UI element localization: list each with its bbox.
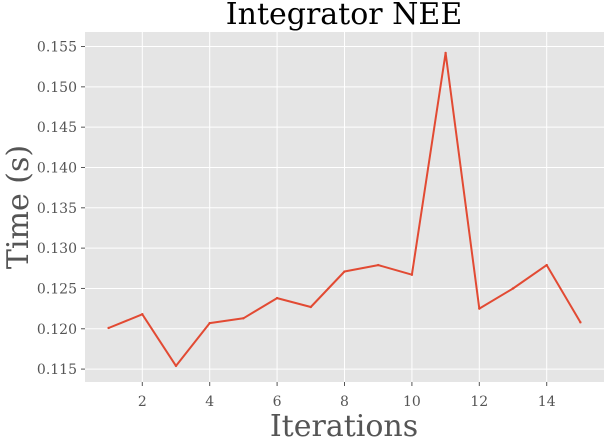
data-point xyxy=(242,317,245,320)
data-point xyxy=(107,326,110,330)
x-axis-label: Iterations xyxy=(270,409,418,444)
y-axis-ticks: 0.115 0.120 0.125 0.130 0.135 0.140 0.145 0.150… xyxy=(37,40,85,378)
data-point xyxy=(275,296,279,300)
data-point xyxy=(444,51,447,55)
y-tick-label: 0.150 xyxy=(37,80,77,96)
data-point xyxy=(511,287,515,290)
y-tick-label: 0.130 xyxy=(37,241,77,257)
y-tick-label: 0.155 xyxy=(37,40,77,56)
y-tick-label: 0.135 xyxy=(37,201,77,217)
x-tick-label: 14 xyxy=(538,394,556,410)
data-point xyxy=(410,273,414,276)
y-tick-label: 0.125 xyxy=(37,281,77,297)
x-axis-ticks: 2 4 6 8 10 12 14 xyxy=(138,382,556,410)
y-axis-label: Time (s) xyxy=(1,145,36,269)
data-point xyxy=(545,263,548,267)
y-tick-label: 0.120 xyxy=(37,322,77,338)
series-group xyxy=(107,51,582,368)
grid-lines xyxy=(85,32,604,382)
x-tick-label: 8 xyxy=(340,394,349,410)
data-point xyxy=(377,263,380,267)
y-tick-label: 0.145 xyxy=(37,120,77,136)
y-tick-label: 0.140 xyxy=(37,160,77,176)
data-point xyxy=(208,321,211,325)
data-point xyxy=(141,313,144,316)
data-point xyxy=(174,364,178,368)
data-point xyxy=(309,305,312,309)
x-tick-label: 6 xyxy=(273,394,282,410)
y-tick-label: 0.115 xyxy=(37,362,77,378)
data-point xyxy=(343,270,346,273)
x-tick-label: 10 xyxy=(403,394,421,410)
x-tick-label: 2 xyxy=(138,394,147,410)
data-point xyxy=(579,321,582,324)
x-tick-label: 12 xyxy=(470,394,488,410)
chart-title: Integrator NEE xyxy=(226,0,462,32)
data-point xyxy=(478,307,481,310)
x-tick-label: 4 xyxy=(205,394,214,410)
